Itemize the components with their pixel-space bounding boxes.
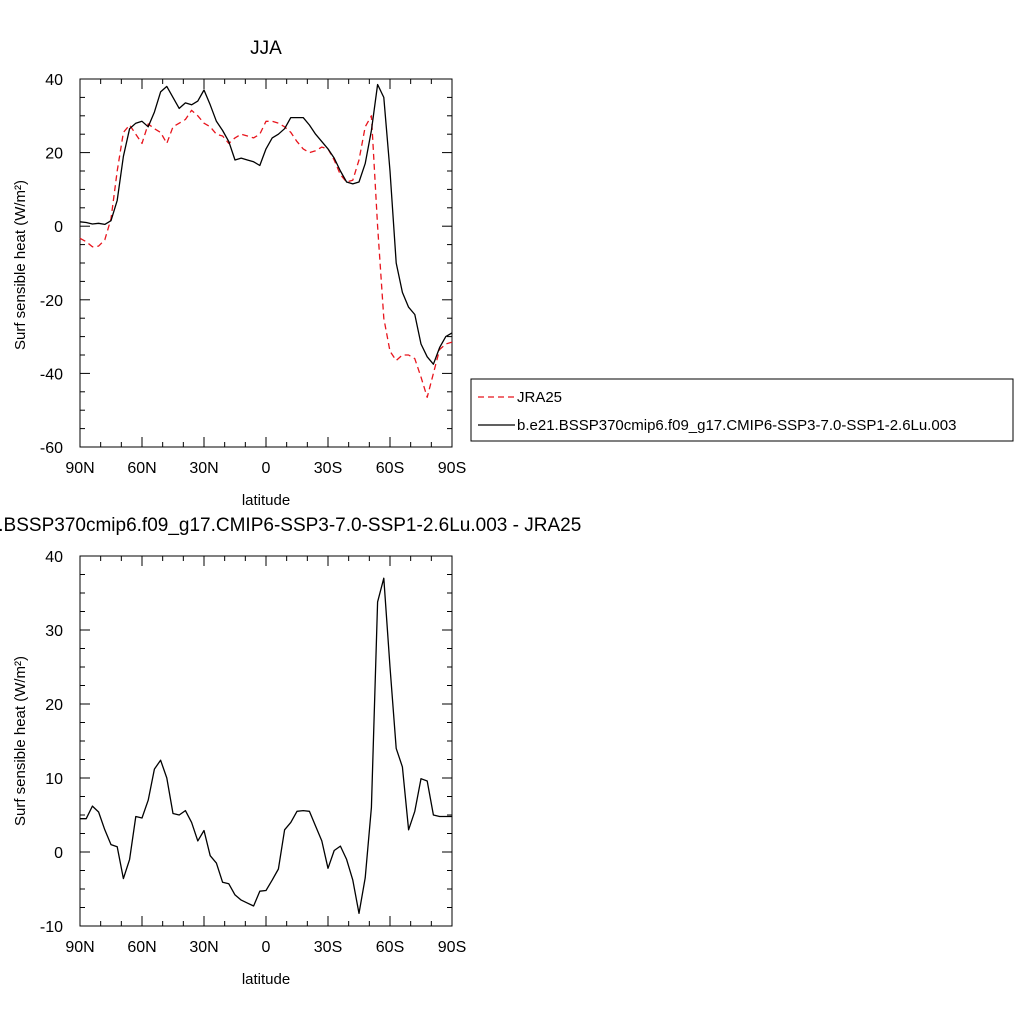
bottom-plot-area: 90N 60N 30N 0 30S 60S 90S -10 0 10 20 30 40 bbox=[40, 549, 466, 956]
top-x-tick-label: 30N bbox=[189, 460, 218, 477]
bottom-chart: b.e21.BSSP370cmip6.f09_g17.CMIP6-SSP3-7.… bbox=[0, 515, 581, 988]
top-x-tick-label: 90S bbox=[438, 460, 466, 477]
top-y-tick-label: -60 bbox=[40, 440, 63, 457]
bottom-chart-title: b.e21.BSSP370cmip6.f09_g17.CMIP6-SSP3-7.… bbox=[0, 515, 581, 536]
top-x-tick-label: 60N bbox=[127, 460, 156, 477]
bottom-y-tick-label: 30 bbox=[45, 623, 63, 640]
bottom-x-tick-label: 0 bbox=[262, 939, 271, 956]
legend-label-jra25: JRA25 bbox=[517, 389, 562, 406]
top-series-line-0 bbox=[79, 109, 453, 398]
bottom-x-tick-label: 90N bbox=[65, 939, 94, 956]
bottom-chart-ylabel: Surf sensible heat (W/m²) bbox=[12, 656, 29, 826]
legend-label-model: b.e21.BSSP370cmip6.f09_g17.CMIP6-SSP3-7.… bbox=[517, 417, 956, 434]
bottom-x-tick-label: 90S bbox=[438, 939, 466, 956]
bottom-chart-ylabel-text: Surf sensible heat (W/m²) bbox=[12, 656, 29, 826]
top-x-tick-label: 90N bbox=[65, 460, 94, 477]
top-y-tick-label: 0 bbox=[54, 219, 63, 236]
top-y-tick-label: 20 bbox=[45, 146, 63, 163]
top-plot-area: 90N 60N 30N 0 30S 60S 90S -60 -40 -20 0 20 40 bbox=[40, 72, 466, 477]
bottom-y-tick-label: 0 bbox=[54, 845, 63, 862]
bottom-x-tick-label: 60S bbox=[376, 939, 404, 956]
bottom-x-tick-label: 60N bbox=[127, 939, 156, 956]
bottom-x-tick-label: 30S bbox=[314, 939, 342, 956]
bottom-y-tick-label: 10 bbox=[45, 771, 63, 788]
bottom-x-tick-label: 30N bbox=[189, 939, 218, 956]
top-chart-xlabel: latitude bbox=[242, 492, 290, 509]
top-x-tick-label: 60S bbox=[376, 460, 404, 477]
top-chart-title: JJA bbox=[250, 38, 282, 59]
legend-box bbox=[470, 378, 1014, 442]
top-x-tick-label: 0 bbox=[262, 460, 271, 477]
top-series-line-1 bbox=[79, 83, 453, 365]
top-x-tick-label: 30S bbox=[314, 460, 342, 477]
top-y-tick-label: -40 bbox=[40, 366, 63, 383]
top-chart: JJA 90N 60N 30N 0 30S 60S 90S -60 -40 -20 0 20 40 la… bbox=[12, 38, 1014, 509]
top-chart-ylabel-text: Surf sensible heat (W/m²) bbox=[12, 180, 29, 350]
bottom-y-tick-label: -10 bbox=[40, 919, 63, 936]
bottom-chart-xlabel: latitude bbox=[242, 971, 290, 988]
top-y-tick-label: -20 bbox=[40, 293, 63, 310]
bottom-series-line-0 bbox=[80, 577, 452, 915]
bottom-y-tick-label: 40 bbox=[45, 549, 63, 566]
bottom-y-tick-label: 20 bbox=[45, 697, 63, 714]
legend: JRA25 b.e21.BSSP370cmip6.f09_g17.CMIP6-S… bbox=[470, 378, 1014, 442]
top-y-tick-label: 40 bbox=[45, 72, 63, 89]
top-chart-ylabel: Surf sensible heat (W/m²) bbox=[12, 180, 29, 350]
